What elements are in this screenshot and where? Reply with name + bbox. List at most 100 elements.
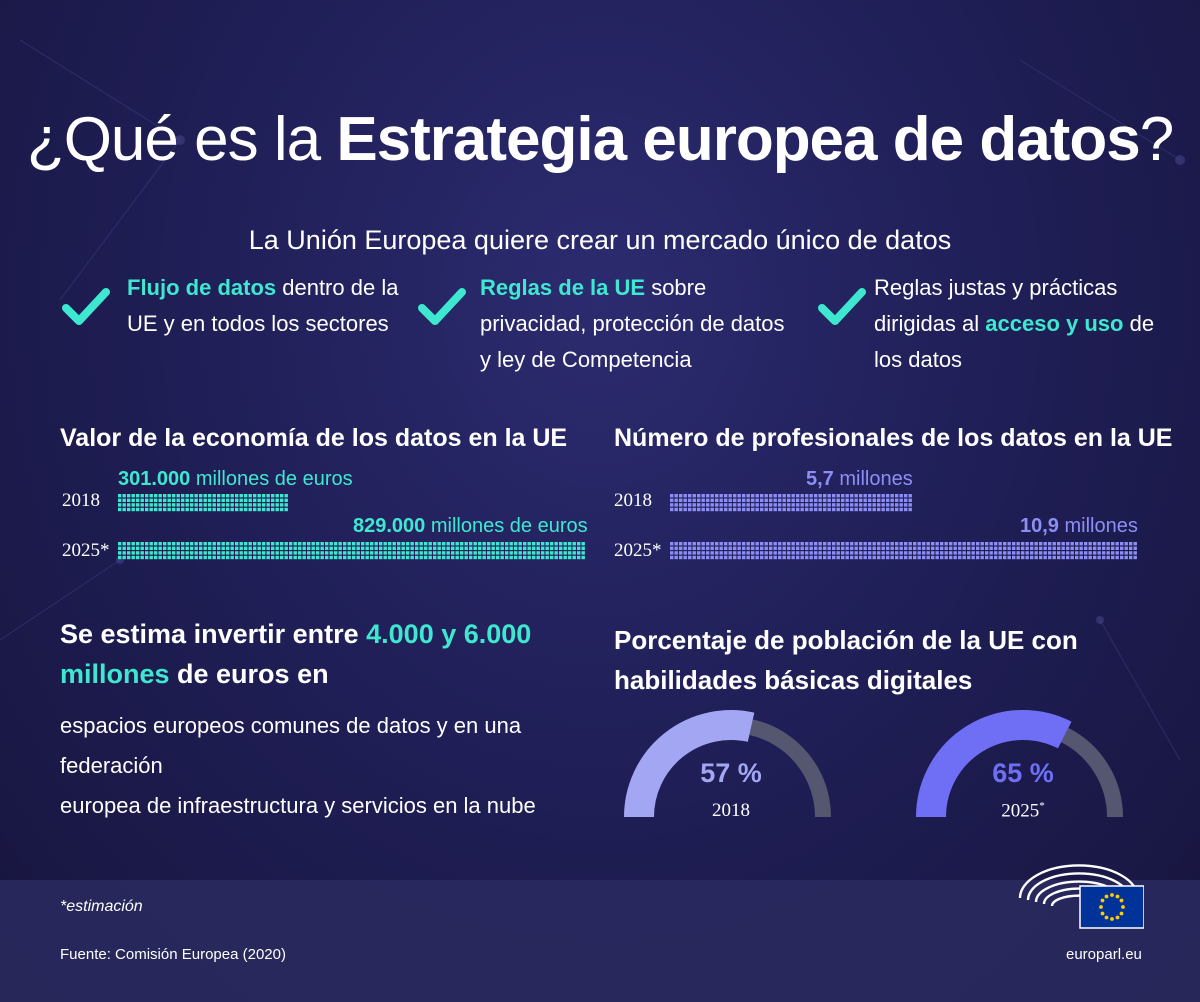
professionals-2025-bar-segment xyxy=(818,555,822,560)
economy-2025-bar-segment xyxy=(464,555,468,560)
economy-2018-bar-segment xyxy=(127,507,131,512)
professionals-2025-bar-segment xyxy=(1133,546,1137,550)
professionals-2025-bar-segment xyxy=(940,555,944,560)
economy-2025-bar-segment xyxy=(406,555,410,560)
economy-2018-bar-segment xyxy=(118,507,122,512)
economy-2025-bar-segment xyxy=(257,555,261,560)
economy-2025-bar-segment xyxy=(257,542,261,546)
professionals-2018-bar-segment xyxy=(895,503,899,507)
economy-2025-bar-segment xyxy=(235,551,239,555)
professionals-2025-bar-segment xyxy=(1007,542,1011,546)
professionals-2025-bar-segment xyxy=(935,551,939,555)
economy-2018-bar-segment xyxy=(185,507,189,512)
economy-2025-bar-segment xyxy=(185,555,189,560)
professionals-2018-bar-segment xyxy=(706,494,710,498)
economy-2025-bar-segment xyxy=(338,555,342,560)
economy-2025-bar-segment xyxy=(266,551,270,555)
professionals-2018-bar-segment xyxy=(760,507,764,512)
feature-highlight: acceso y uso xyxy=(985,311,1124,336)
professionals-2018-bar-segment xyxy=(841,507,845,512)
professionals-2025-bar-segment xyxy=(773,555,777,560)
professionals-2018-bar-segment xyxy=(724,498,728,502)
professionals-2025-bar-segment xyxy=(670,542,674,546)
economy-2025-bar-segment xyxy=(338,551,342,555)
economy-2025-bar-segment xyxy=(172,542,176,546)
economy-2025-bar-segment xyxy=(419,542,423,546)
economy-2018-bar-segment xyxy=(167,494,171,498)
professionals-2018-bar-segment xyxy=(818,507,822,512)
professionals-2025-bar-segment xyxy=(755,551,759,555)
economy-2018-bar-segment xyxy=(203,498,207,502)
professionals-2018-bar-segment xyxy=(728,494,732,498)
economy-2018-bar-segment xyxy=(284,494,288,498)
professionals-2025-bar-segment xyxy=(800,542,804,546)
economy-2025-bar-segment xyxy=(428,551,432,555)
professionals-2025-bar-segment xyxy=(1129,546,1133,550)
professionals-2018-bar-segment xyxy=(764,498,768,502)
professionals-2025-bar-segment xyxy=(782,551,786,555)
economy-2025-bar-segment xyxy=(325,542,329,546)
professionals-2018-bar-segment xyxy=(895,507,899,512)
economy-2025-bar-segment xyxy=(491,542,495,546)
economy-2025-bar-segment xyxy=(244,542,248,546)
professionals-2018-bar-segment xyxy=(845,503,849,507)
economy-2025-bar-segment xyxy=(262,542,266,546)
professionals-2025-bar-segment xyxy=(931,551,935,555)
economy-2018-bar-segment xyxy=(248,507,252,512)
economy-2025-bar-segment xyxy=(131,546,135,550)
professionals-2025-bar-segment xyxy=(1021,542,1025,546)
professionals-2025-bar-segment xyxy=(940,551,944,555)
professionals-2018-bar-segment xyxy=(823,498,827,502)
economy-2025-bar-segment xyxy=(568,542,572,546)
professionals-2025-bar-segment xyxy=(1030,551,1034,555)
professionals-2025-bar-segment xyxy=(1124,551,1128,555)
economy-2025-bar-segment xyxy=(149,542,153,546)
professionals-2025-bar-segment xyxy=(814,546,818,550)
professionals-2018-bar-segment xyxy=(863,507,867,512)
economy-2025-bar-segment xyxy=(212,546,216,550)
economy-2025-bar-segment xyxy=(289,542,293,546)
professionals-2018-bar-segment xyxy=(688,494,692,498)
professionals-2025-bar-segment xyxy=(1061,555,1065,560)
economy-2025-bar-segment xyxy=(149,555,153,560)
economy-2025-bar-segment xyxy=(478,551,482,555)
professionals-2025-bar-segment xyxy=(1016,546,1020,550)
professionals-2025-bar-segment xyxy=(1048,555,1052,560)
professionals-2018-bar-segment xyxy=(728,507,732,512)
economy-2025-bar-segment xyxy=(131,555,135,560)
economy-2025-bar-segment xyxy=(181,546,185,550)
economy-2025-bar-segment xyxy=(221,542,225,546)
economy-2025-bar-segment xyxy=(127,551,131,555)
professionals-2018-bar-segment xyxy=(760,503,764,507)
professionals-2025-bar-segment xyxy=(832,551,836,555)
economy-2025-bar-segment xyxy=(397,546,401,550)
professionals-2025-bar-segment xyxy=(931,546,935,550)
economy-2025-bar-segment xyxy=(136,546,140,550)
economy-2025-bar-segment xyxy=(172,551,176,555)
economy-2025-bar-segment xyxy=(230,551,234,555)
professionals-2018-bar-segment xyxy=(737,498,741,502)
economy-2025-bar-segment xyxy=(154,542,158,546)
professionals-2025-bar-segment xyxy=(760,555,764,560)
professionals-2018-bar-segment xyxy=(832,507,836,512)
economy-2018-bar-segment xyxy=(131,498,135,502)
professionals-2025-bar-segment xyxy=(1048,551,1052,555)
economy-2025-bar-segment xyxy=(563,555,567,560)
professionals-2018-bar-segment xyxy=(737,494,741,498)
economy-2025-bar-segment xyxy=(122,542,126,546)
professionals-2025-bar-segment xyxy=(976,546,980,550)
economy-2025-bar-segment xyxy=(271,542,275,546)
professionals-2018-bar-segment xyxy=(859,503,863,507)
professionals-2025-bar-segment xyxy=(769,542,773,546)
professionals-2025-bar-segment xyxy=(985,551,989,555)
professionals-2025-bar-segment xyxy=(1012,546,1016,550)
professionals-2018-bar-segment xyxy=(715,503,719,507)
economy-2025-bar-segment xyxy=(221,555,225,560)
economy-2025-bar-segment xyxy=(298,542,302,546)
professionals-2025-bar-segment xyxy=(751,542,755,546)
professionals-2025-bar-segment xyxy=(854,551,858,555)
economy-2025-bar-segment xyxy=(293,546,297,550)
professionals-2018-bar-segment xyxy=(719,507,723,512)
professionals-2018-bar-segment xyxy=(836,507,840,512)
economy-2025-bar-segment xyxy=(311,542,315,546)
